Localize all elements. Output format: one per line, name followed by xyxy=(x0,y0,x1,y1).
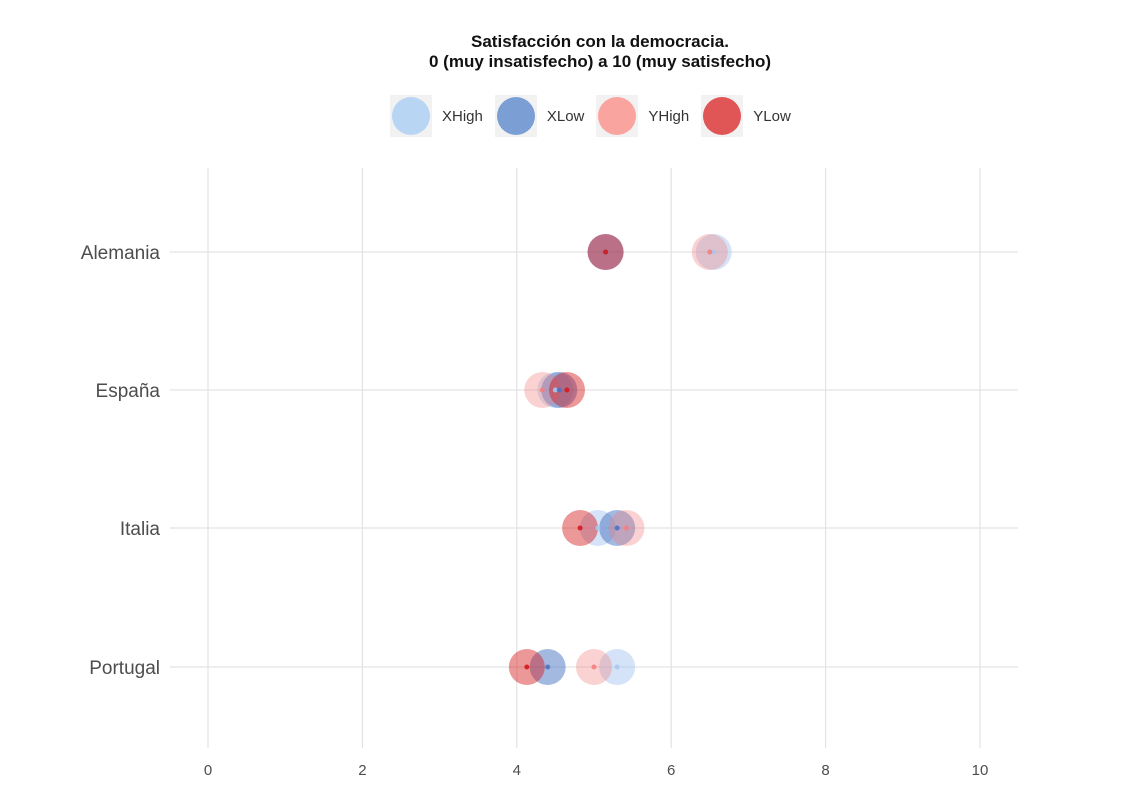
data-point-center-yhigh xyxy=(707,249,713,255)
x-tick-label: 6 xyxy=(667,762,675,779)
legend-item-ylow: YLow xyxy=(701,95,791,137)
data-point-center-yhigh xyxy=(539,387,545,393)
legend-item-yhigh: YHigh xyxy=(596,95,689,137)
x-tick-label: 8 xyxy=(821,762,829,779)
legend-label: XHigh xyxy=(442,107,483,125)
legend-item-xlow: XLow xyxy=(494,95,585,137)
data-point-center-xhigh xyxy=(552,387,558,393)
legend-label: YHigh xyxy=(648,107,690,125)
data-point-center-xhigh xyxy=(595,525,601,531)
chart-title: Satisfacción con la democracia. 0 (muy i… xyxy=(300,32,900,72)
y-tick-label: España xyxy=(96,381,161,402)
legend-key xyxy=(390,95,432,137)
legend-key xyxy=(596,95,639,137)
y-tick-label: Alemania xyxy=(81,243,161,264)
x-tick-label: 2 xyxy=(358,762,366,779)
chart-title-line-1: Satisfacción con la democracia. xyxy=(471,32,729,51)
data-point-center-xlow xyxy=(556,387,562,393)
data-point-center-yhigh xyxy=(591,664,597,670)
chart-title-line-2: 0 (muy insatisfecho) a 10 (muy satisfech… xyxy=(429,52,771,71)
data-point-center-ylow xyxy=(524,664,530,670)
y-tick-label: Portugal xyxy=(89,658,160,679)
x-tick-label: 4 xyxy=(513,762,521,779)
legend-label: YLow xyxy=(753,107,791,125)
legend-key xyxy=(494,95,537,137)
data-point-center-xlow xyxy=(545,664,551,670)
chart-legend: XHigh XLow YHigh YLow xyxy=(390,95,803,137)
data-point-center-xhigh xyxy=(711,249,717,255)
legend-key xyxy=(701,95,744,137)
data-point-center-ylow xyxy=(564,387,570,393)
data-point-center-ylow xyxy=(603,249,609,255)
data-point-center-yhigh xyxy=(623,525,629,531)
legend-swatch xyxy=(703,97,742,135)
x-tick-label: 10 xyxy=(972,762,989,779)
data-point-center-ylow xyxy=(577,525,583,531)
legend-label: XLow xyxy=(546,107,585,125)
x-tick-label: 0 xyxy=(204,762,212,779)
legend-swatch xyxy=(392,97,430,135)
legend-swatch xyxy=(598,97,637,135)
data-point-center-xhigh xyxy=(614,664,620,670)
data-point-center-xlow xyxy=(614,525,620,531)
legend-item-xhigh: XHigh xyxy=(390,95,483,137)
y-tick-label: Italia xyxy=(120,519,161,540)
legend-swatch xyxy=(496,97,535,135)
